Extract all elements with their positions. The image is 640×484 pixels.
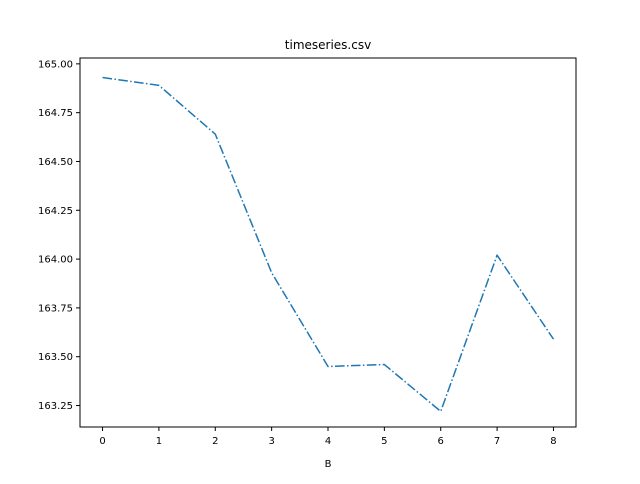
y-axis-ticks: 163.25 163.50 163.75 164.00 164.25 164.50 164.…	[38, 59, 80, 412]
x-axis-label: B	[325, 459, 332, 470]
series-line	[102, 76, 555, 413]
series-layer	[102, 76, 555, 413]
x-tick-label: 6	[438, 436, 444, 447]
y-tick-label: 164.25	[38, 206, 73, 217]
x-tick-label: 7	[494, 436, 500, 447]
y-tick-label: 163.50	[38, 352, 73, 363]
y-tick-label: 163.75	[38, 303, 73, 314]
plot-frame	[79, 57, 577, 428]
y-tick-label: 164.50	[38, 157, 73, 168]
x-tick-label: 0	[99, 436, 105, 447]
y-tick-label: 165.00	[38, 59, 73, 70]
x-axis-ticks: 0 1 2 3 4 5 6 7 8	[99, 427, 557, 447]
y-tick-label: 164.00	[38, 255, 73, 266]
x-tick-label: 3	[268, 436, 274, 447]
x-tick-label: 2	[212, 436, 218, 447]
x-tick-label: 8	[550, 436, 556, 447]
y-tick-label: 164.75	[38, 108, 73, 119]
y-tick-label: 163.25	[38, 401, 73, 412]
x-tick-label: 4	[325, 436, 331, 447]
x-tick-label: 1	[156, 436, 162, 447]
chart-title: timeseries.csv	[285, 38, 371, 52]
x-tick-label: 5	[381, 436, 387, 447]
